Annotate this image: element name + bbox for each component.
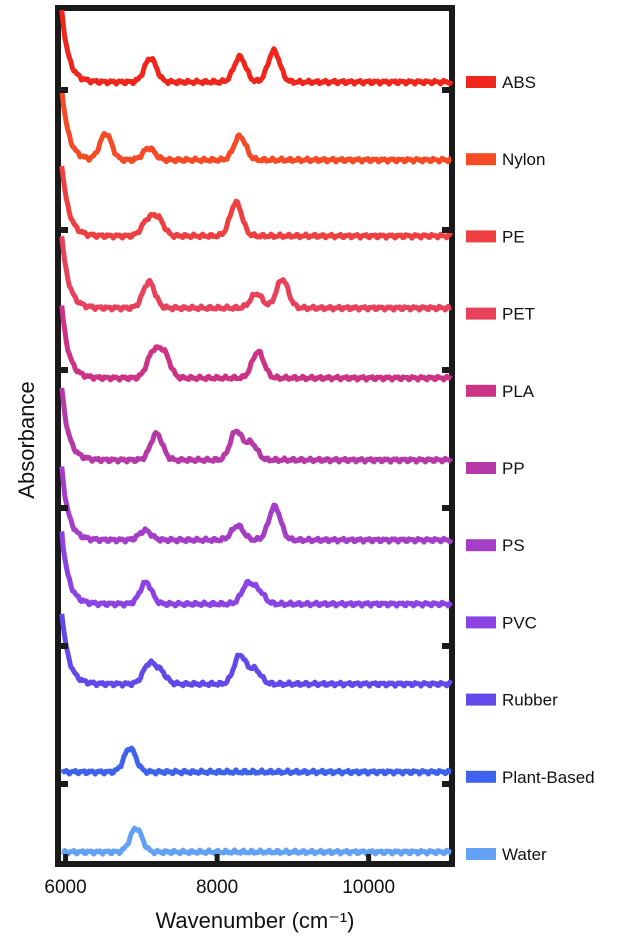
spectra-group	[59, 9, 454, 857]
x-tick-label: 6000	[44, 877, 86, 898]
legend-label-plant-based: Plant-Based	[502, 768, 595, 787]
legend-label-rubber: Rubber	[502, 691, 558, 710]
plot-frame	[55, 5, 455, 867]
x-ticks: 6000 8000 10000	[44, 854, 395, 898]
legend-swatch-pvc	[466, 616, 496, 629]
spectrum-pla	[59, 305, 453, 383]
spectrum-pp	[59, 387, 453, 465]
spectrum-water	[60, 825, 453, 857]
spectrum-rubber	[59, 613, 454, 689]
legend-label-water: Water	[502, 845, 547, 864]
legend-swatch-pe	[466, 230, 496, 243]
legend-swatch-rubber	[466, 693, 496, 706]
legend-swatch-pla	[466, 384, 496, 397]
y-axis-title: Absorbance	[14, 381, 39, 498]
legend-swatch-water	[466, 848, 496, 860]
legend-swatch-pet	[466, 307, 496, 320]
spectrum-plant-based	[60, 745, 453, 777]
spectrum-nylon	[59, 87, 453, 165]
legend-swatch-plant-based	[466, 770, 496, 783]
spectrum-pvc	[59, 531, 453, 609]
legend-swatch-pp	[466, 462, 496, 474]
legend-swatch-ps	[466, 539, 496, 552]
legend-label-pet: PET	[502, 305, 535, 324]
legend-swatch-abs	[466, 76, 496, 88]
y-ticks	[58, 87, 452, 787]
legend-swatch-nylon	[466, 153, 496, 166]
x-tick-label: 10000	[342, 877, 395, 898]
legend-label-pvc: PVC	[502, 613, 537, 632]
spectrum-pe	[59, 165, 454, 241]
spectrum-abs	[59, 9, 454, 87]
legend-label-pe: PE	[502, 227, 525, 246]
legend-label-pp: PP	[502, 459, 525, 478]
x-tick-label: 8000	[196, 877, 238, 898]
legend-label-ps: PS	[502, 536, 525, 555]
legend-label-abs: ABS	[502, 73, 536, 92]
legend-label-nylon: Nylon	[502, 150, 545, 169]
legend-label-pla: PLA	[502, 382, 535, 401]
spectrum-ps	[59, 466, 454, 545]
legend: ABS Nylon PE PET PLA PP PS PVC Rubber Plant-Based…	[466, 73, 595, 864]
x-axis-title: Wavenumber (cm⁻¹)	[155, 908, 354, 933]
spectrum-pet	[59, 236, 453, 313]
